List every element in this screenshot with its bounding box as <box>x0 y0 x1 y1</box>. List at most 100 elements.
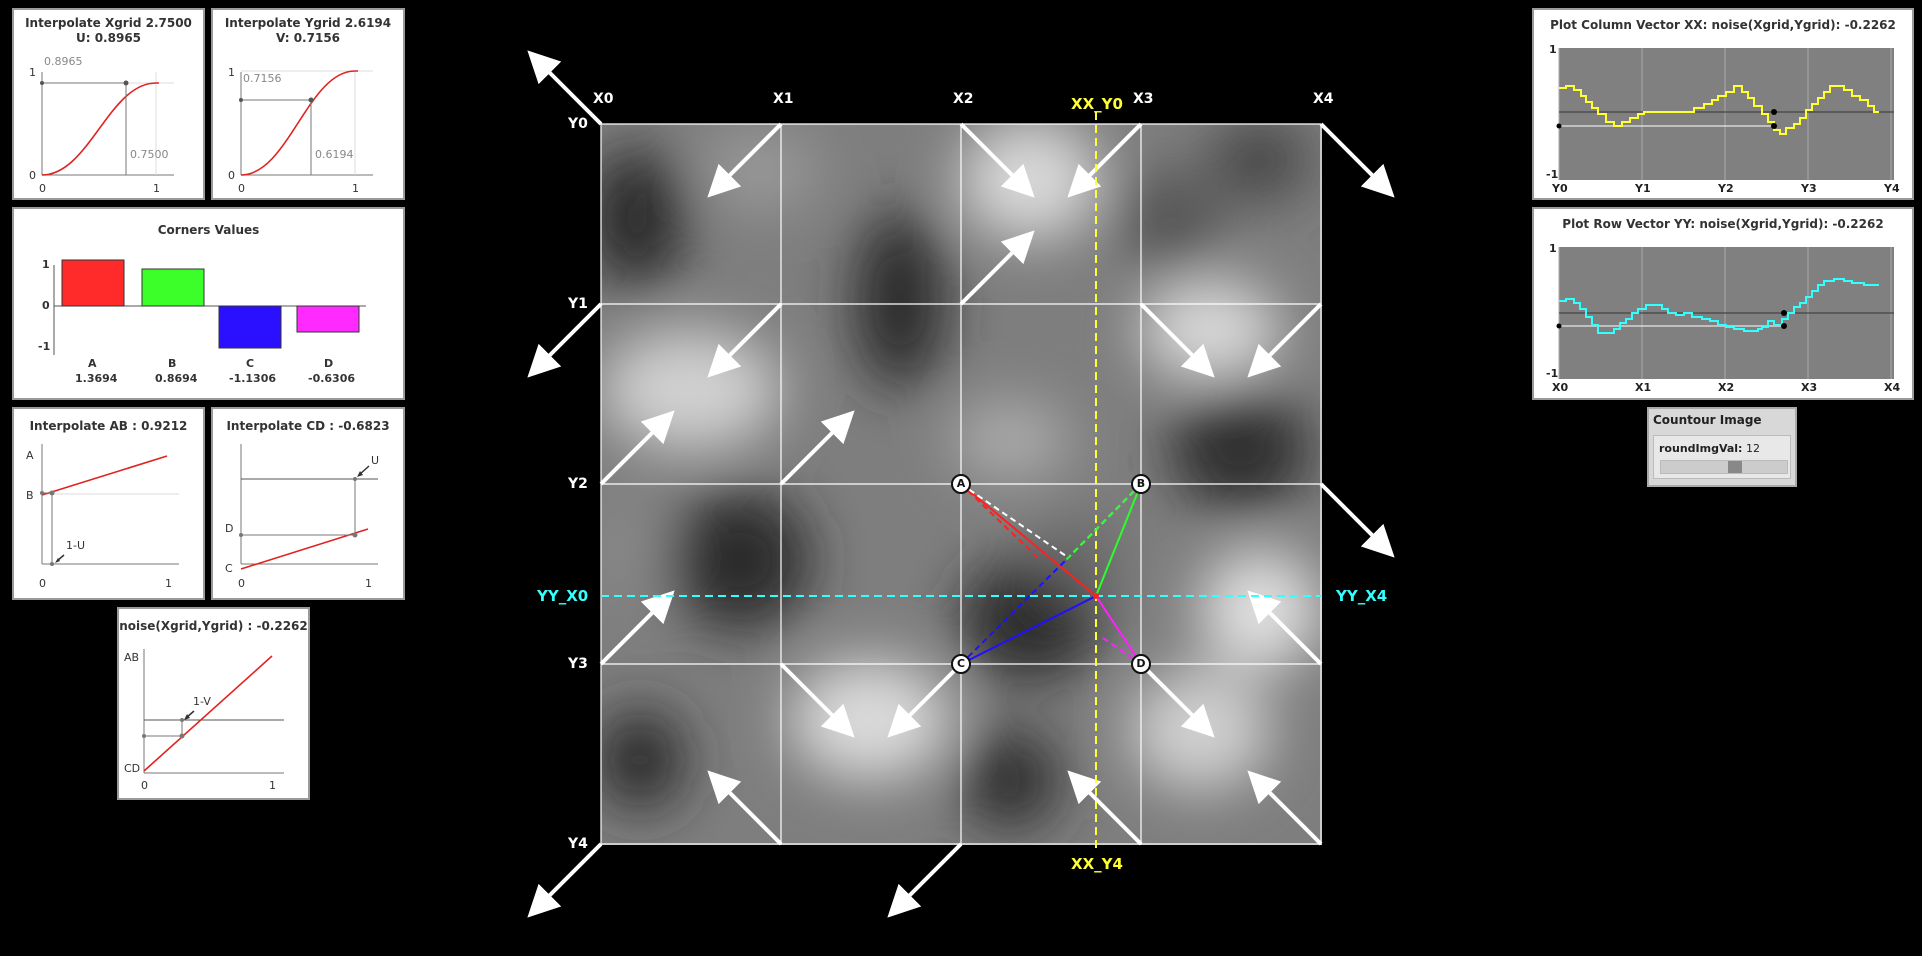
ygrid-tick-x1: 1 <box>352 182 359 195</box>
corner-bar-b <box>141 268 205 307</box>
cd-label-u: U <box>371 454 380 467</box>
xgrid-tick-x0: 0 <box>39 182 46 195</box>
corners-tick-bot: -1 <box>38 340 51 353</box>
xx-bottom-label: XX_Y4 <box>1071 855 1123 873</box>
contour-image-control: Countour Image roundImgVal: 12 <box>1647 407 1797 487</box>
corner-b-marker[interactable]: B <box>1131 474 1151 494</box>
interp-ab-panel: Interpolate AB : 0.9212 A B 1-U 0 1 <box>12 407 205 600</box>
col-vector-chart <box>1556 48 1894 180</box>
x-label-1: X1 <box>773 91 794 107</box>
row-vector-panel: Plot Row Vector YY: noise(Xgrid,Ygrid): … <box>1532 207 1914 400</box>
cd-tick-x1: 1 <box>365 577 372 590</box>
gradient-vectors <box>527 50 1395 918</box>
xgrid-curve-plot <box>40 72 174 176</box>
noise-tick-x1: 1 <box>269 779 276 792</box>
row-x-tick-0: X0 <box>1552 381 1569 394</box>
row-x-tick-3: X3 <box>1801 381 1818 394</box>
row-x-tick-1: X1 <box>1635 381 1652 394</box>
ab-lerp-plot <box>40 444 179 566</box>
xgrid-interp-panel: Interpolate Xgrid 2.7500 U: 0.8965 0.8965… <box>12 8 205 200</box>
corners-values-panel: Corners Values 1 0 -1 A 1.3694 B 0.8694 … <box>12 207 405 400</box>
y-label-2: Y2 <box>568 476 588 492</box>
corner-c-marker[interactable]: C <box>951 654 971 674</box>
corner-value-c: -1.1306 <box>229 372 277 385</box>
corner-d-marker[interactable]: D <box>1131 654 1151 674</box>
xgrid-x-value: 0.7500 <box>130 148 169 161</box>
noise-label-ab: AB <box>124 651 140 664</box>
row-tick-bot: -1 <box>1546 367 1559 380</box>
row-x-tick-2: X2 <box>1718 381 1735 394</box>
y-label-1: Y1 <box>568 296 588 312</box>
xx-top-label: XX_Y0 <box>1071 95 1123 113</box>
corner-a-marker[interactable]: A <box>951 474 971 494</box>
x-label-0: X0 <box>593 91 614 107</box>
row-vector-chart <box>1556 247 1894 379</box>
corner-b-label: B <box>1136 477 1146 490</box>
col-tick-bot: -1 <box>1546 168 1559 181</box>
yy-left-label: YY_X0 <box>537 587 589 605</box>
interp-cd-panel: Interpolate CD : -0.6823 D C U 0 1 <box>211 407 405 600</box>
ab-panel-title: Interpolate AB : 0.9212 <box>29 419 188 433</box>
row-x-tick-4: X4 <box>1884 381 1901 394</box>
yy-right-label: YY_X4 <box>1336 587 1388 605</box>
y-label-4: Y4 <box>568 836 588 852</box>
noise-tick-x0: 0 <box>141 779 148 792</box>
ygrid-tick-y1: 1 <box>228 66 235 79</box>
xgrid-y-value: 0.8965 <box>44 55 83 68</box>
round-img-value: 12 <box>1745 442 1760 455</box>
ygrid-tick-y0: 0 <box>228 169 235 182</box>
corner-label-c: C <box>246 357 255 370</box>
x-label-4: X4 <box>1313 91 1334 107</box>
x-label-2: X2 <box>953 91 974 107</box>
cd-lerp-plot <box>239 444 378 570</box>
y-label-3: Y3 <box>568 656 588 672</box>
corner-value-a: 1.3694 <box>75 372 118 385</box>
ab-tick-x1: 1 <box>165 577 172 590</box>
ab-label-u: 1-U <box>66 539 86 552</box>
corner-bar-a <box>61 259 125 307</box>
ygrid-panel-title: Interpolate Ygrid 2.6194 <box>224 16 392 30</box>
x-label-3: X3 <box>1133 91 1154 107</box>
ab-label-a: A <box>26 449 34 462</box>
corner-label-d: D <box>324 357 334 370</box>
col-x-tick-0: Y0 <box>1552 182 1568 195</box>
xgrid-panel-subtitle: U: 0.8965 <box>75 31 142 45</box>
noise-label-v: 1-V <box>193 695 211 708</box>
contour-control-title: Countour Image <box>1653 413 1762 427</box>
cd-label-c: C <box>225 562 233 575</box>
column-vector-panel: Plot Column Vector XX: noise(Xgrid,Ygrid… <box>1532 8 1914 200</box>
ab-tick-x0: 0 <box>39 577 46 590</box>
noise-lerp-plot <box>142 649 284 774</box>
corner-c-label: C <box>956 657 966 670</box>
ygrid-x-value: 0.6194 <box>315 148 354 161</box>
col-plot-area <box>1559 48 1894 180</box>
corner-label-b: B <box>168 357 177 370</box>
round-img-label: roundImgVal: <box>1659 442 1743 455</box>
col-x-tick-3: Y3 <box>1801 182 1817 195</box>
contour-control-body: roundImgVal: 12 <box>1653 435 1791 479</box>
xgrid-tick-y1: 1 <box>29 66 36 79</box>
corner-bar-d <box>296 305 360 333</box>
xgrid-tick-x1: 1 <box>153 182 160 195</box>
ygrid-panel-subtitle: V: 0.7156 <box>275 31 341 45</box>
cd-tick-x0: 0 <box>238 577 245 590</box>
xgrid-tick-y0: 0 <box>29 169 36 182</box>
corners-bar-chart <box>53 259 366 355</box>
xgrid-panel-title: Interpolate Xgrid 2.7500 <box>25 16 192 30</box>
ygrid-y-value: 0.7156 <box>243 72 282 85</box>
corner-value-d: -0.6306 <box>308 372 356 385</box>
y-label-0: Y0 <box>568 116 588 132</box>
cd-label-d: D <box>225 522 234 535</box>
corner-bar-c <box>218 305 282 349</box>
round-img-slider[interactable] <box>1660 460 1788 474</box>
corner-label-a: A <box>88 357 97 370</box>
round-img-slider-thumb[interactable] <box>1728 461 1742 473</box>
corners-panel-title: Corners Values <box>157 223 260 237</box>
row-tick-top: 1 <box>1549 242 1557 255</box>
corner-vectors <box>960 483 1142 665</box>
col-tick-top: 1 <box>1549 43 1557 56</box>
col-plot-title: Plot Column Vector XX: noise(Xgrid,Ygrid… <box>1550 18 1896 32</box>
col-x-tick-1: Y1 <box>1635 182 1651 195</box>
corners-tick-top: 1 <box>42 258 50 271</box>
